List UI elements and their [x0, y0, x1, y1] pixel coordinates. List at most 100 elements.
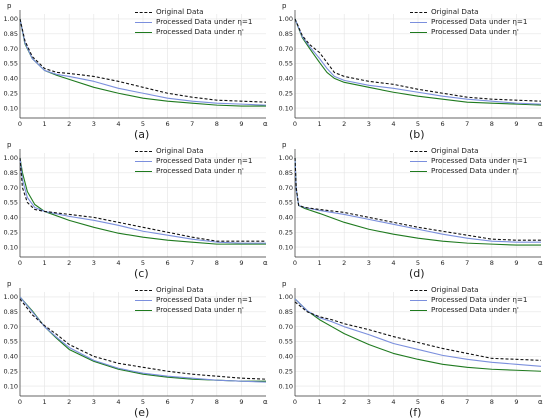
x-tick-label: 7	[465, 398, 469, 406]
y-tick-label: 0.10	[279, 104, 293, 112]
x-tick-label: 5	[416, 259, 420, 267]
y-tick-label: 0.55	[279, 60, 293, 68]
legend-label: Original Data	[156, 285, 204, 294]
legend-entry: Original Data	[135, 146, 252, 156]
panel-label: (e)	[134, 406, 150, 419]
x-tick-label: 8	[490, 259, 494, 267]
legend: Original Data Processed Data under η=1 Pro…	[135, 146, 252, 176]
legend-entry: Processed Data under η'	[135, 305, 252, 315]
y-tick-label: 0.10	[4, 104, 18, 112]
chart-panel: 0 1 2 3 4 5 6 7 8 9 1.00 0.85 0.70 0.55 0.40 0.25 0.10 p α…	[0, 278, 275, 419]
y-axis-label: p	[7, 280, 12, 288]
y-tick-label: 0.10	[279, 382, 293, 390]
x-tick-label: 1	[43, 120, 47, 128]
legend-entry: Processed Data under η=1	[410, 295, 527, 305]
y-tick-label: 0.40	[4, 353, 18, 361]
legend-swatch	[135, 170, 152, 172]
x-tick-label: 3	[92, 120, 96, 128]
x-tick-label: 2	[67, 120, 71, 128]
y-tick-label: 0.70	[279, 323, 293, 331]
y-tick-label: 0.40	[4, 214, 18, 222]
series-line-0	[294, 157, 541, 241]
legend-label: Processed Data under η'	[431, 27, 519, 36]
panel-label: (c)	[134, 267, 149, 280]
y-tick-label: 0.10	[279, 243, 293, 251]
x-tick-label: 2	[342, 398, 346, 406]
x-tick-label: 4	[391, 120, 395, 128]
y-tick-label: 0.40	[279, 75, 293, 83]
legend: Original Data Processed Data under η=1 Pro…	[410, 7, 527, 37]
x-tick-label: 0	[18, 259, 22, 267]
series-line-0	[294, 301, 542, 361]
y-tick-label: 0.25	[4, 367, 18, 375]
chart-panel: 0 1 2 3 4 5 6 7 8 9 1.00 0.85 0.70 0.55 0.40 0.25 0.10 p α…	[0, 0, 275, 141]
x-tick-label: 9	[239, 259, 243, 267]
legend-swatch	[410, 150, 427, 152]
x-tick-label: 3	[367, 120, 371, 128]
legend-swatch	[410, 31, 427, 33]
y-tick-label: 0.25	[279, 228, 293, 236]
legend-entry: Processed Data under η=1	[135, 17, 252, 27]
series-line-1	[294, 298, 542, 367]
y-tick-label: 0.25	[4, 228, 18, 236]
legend-swatch	[410, 289, 427, 291]
legend-label: Processed Data under η'	[156, 305, 244, 314]
legend-swatch	[410, 299, 427, 301]
x-axis-label: α	[538, 259, 543, 267]
y-tick-label: 0.25	[279, 367, 293, 375]
chart-panel: 0 1 2 3 4 5 6 7 8 9 1.00 0.85 0.70 0.55 0.40 0.25 0.10 p α…	[0, 139, 275, 280]
x-tick-label: 9	[514, 259, 518, 267]
chart-svg: 0 1 2 3 4 5 6 7 8 9 1.00 0.85 0.70 0.55 0.40 0.25 0.10 p α	[4, 2, 268, 128]
y-tick-label: 0.70	[4, 45, 18, 53]
legend-entry: Processed Data under η'	[135, 27, 252, 37]
legend-swatch	[410, 21, 427, 23]
legend-swatch	[135, 150, 152, 152]
y-tick-label: 0.70	[4, 184, 18, 192]
y-tick-label: 0.10	[4, 382, 18, 390]
chart-svg: 0 1 2 3 4 5 6 7 8 9 1.00 0.85 0.70 0.55 0.40 0.25 0.10 p α	[4, 141, 268, 267]
legend-label: Original Data	[156, 7, 204, 16]
series-line-1	[19, 296, 267, 383]
series-line-0	[19, 298, 267, 380]
legend-swatch	[135, 21, 152, 23]
y-tick-label: 0.85	[4, 169, 18, 177]
y-tick-label: 0.25	[4, 89, 18, 97]
y-axis-label: p	[7, 2, 12, 10]
legend-swatch	[135, 289, 152, 291]
x-tick-label: 7	[190, 120, 194, 128]
y-tick-label: 0.85	[279, 308, 293, 316]
legend-label: Original Data	[431, 285, 479, 294]
y-tick-label: 0.55	[279, 338, 293, 346]
x-tick-label: 7	[190, 398, 194, 406]
x-tick-label: 2	[67, 259, 71, 267]
legend-entry: Original Data	[410, 7, 527, 17]
legend-swatch	[135, 299, 152, 301]
legend: Original Data Processed Data under η=1 Pro…	[410, 146, 527, 176]
legend: Original Data Processed Data under η=1 Pro…	[410, 285, 527, 315]
y-tick-label: 0.55	[4, 199, 18, 207]
x-tick-label: 1	[43, 398, 47, 406]
x-tick-label: 1	[318, 120, 322, 128]
legend-entry: Processed Data under η'	[135, 166, 252, 176]
x-tick-label: 4	[116, 259, 120, 267]
x-tick-label: 4	[116, 120, 120, 128]
x-tick-label: 5	[141, 259, 145, 267]
legend-entry: Processed Data under η=1	[410, 156, 527, 166]
x-tick-label: 7	[190, 259, 194, 267]
legend-label: Original Data	[431, 146, 479, 155]
y-tick-label: 0.40	[4, 75, 18, 83]
x-tick-label: 4	[391, 398, 395, 406]
y-axis-label: p	[282, 141, 287, 149]
legend-label: Processed Data under η=1	[156, 295, 253, 304]
x-tick-label: 2	[67, 398, 71, 406]
legend-label: Processed Data under η'	[156, 166, 244, 175]
x-axis-label: α	[263, 120, 268, 128]
y-tick-label: 0.85	[279, 30, 293, 38]
y-tick-label: 0.55	[4, 338, 18, 346]
series-line-1	[294, 18, 542, 105]
x-axis-label: α	[263, 398, 268, 406]
x-tick-label: 3	[367, 259, 371, 267]
legend-swatch	[135, 160, 152, 162]
y-tick-label: 1.00	[279, 293, 293, 301]
